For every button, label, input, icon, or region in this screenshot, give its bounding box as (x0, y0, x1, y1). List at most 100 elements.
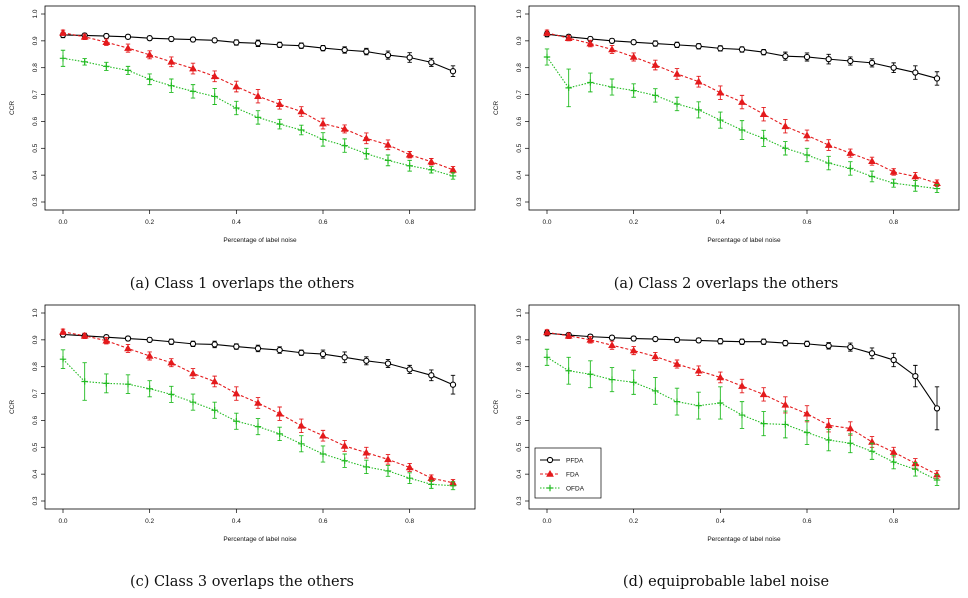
data-point (210, 72, 219, 80)
y-tick-label: 0.4 (32, 469, 39, 478)
data-point (406, 54, 413, 61)
data-point (587, 371, 594, 378)
data-point (652, 40, 659, 47)
data-point (738, 382, 746, 389)
data-point (232, 389, 241, 397)
x-axis-label: Percentage of label noise (223, 536, 297, 543)
data-point (803, 429, 811, 436)
data-point (738, 98, 746, 105)
plot-frame (528, 304, 960, 510)
data-point (933, 75, 941, 82)
data-point (781, 122, 790, 130)
y-tick-label: 0.9 (516, 36, 523, 45)
data-point (276, 430, 283, 438)
data-point (933, 185, 941, 192)
data-point (449, 68, 457, 75)
data-point (81, 58, 88, 66)
data-point (145, 351, 154, 359)
legend-marker-pfda (546, 456, 554, 464)
data-point (564, 331, 573, 339)
y-tick-label: 0.6 (516, 117, 523, 126)
data-point (673, 336, 681, 344)
y-tick-label: 0.8 (516, 63, 523, 72)
chart-panel-class1: 0.3 0.4 0.5 0.6 0.7 0.8 0.9 1.0 0.0 0.2 0.4 0.6 0.8 P… (0, 0, 484, 299)
data-point (890, 180, 897, 187)
data-point (543, 53, 551, 61)
data-point (405, 150, 414, 158)
data-point (825, 436, 832, 444)
y-tick-label: 0.3 (32, 496, 39, 505)
series-pfda (543, 30, 941, 86)
y-tick-label: 0.8 (32, 362, 39, 371)
data-point (630, 87, 637, 94)
data-point (825, 342, 832, 349)
data-point (405, 463, 414, 471)
y-tick-label: 0.6 (32, 117, 39, 126)
data-point (846, 149, 855, 156)
data-point (803, 53, 811, 61)
series-ofda (59, 49, 457, 180)
x-tick-label: 0.4 (716, 219, 725, 226)
caption-class3: (c) Class 3 overlaps the others (130, 574, 354, 590)
data-point (890, 356, 897, 364)
data-point (803, 151, 811, 159)
data-point (189, 88, 197, 95)
x-axis-label: Percentage of label noise (223, 237, 297, 244)
data-point (124, 33, 132, 40)
y-tick-label: 0.4 (516, 170, 523, 179)
series-line-pfda (546, 33, 938, 79)
data-point (782, 145, 789, 152)
data-point (449, 165, 457, 173)
plot-frame (44, 304, 476, 510)
data-point (890, 458, 897, 466)
x-axis-label: Percentage of label noise (707, 536, 781, 543)
y-tick-label: 0.6 (32, 416, 39, 425)
data-point (384, 51, 392, 59)
data-point (933, 476, 941, 484)
data-point (254, 423, 262, 430)
data-point (103, 380, 110, 387)
legend-marker-ofda (546, 484, 554, 492)
data-point (298, 440, 305, 447)
data-point (59, 55, 67, 62)
data-point (146, 336, 153, 344)
data-point (717, 116, 724, 124)
y-tick-label: 0.8 (516, 362, 523, 371)
data-point (341, 46, 348, 54)
x-axis-label: Percentage of label noise (707, 237, 781, 244)
data-point (189, 64, 197, 72)
data-point (543, 328, 551, 336)
series-pfda (543, 329, 941, 431)
data-point (189, 369, 197, 377)
y-tick-label: 0.5 (32, 442, 39, 451)
data-point (124, 335, 132, 342)
data-point (824, 421, 833, 429)
data-point (630, 379, 637, 386)
data-point (124, 44, 132, 51)
data-point (652, 92, 659, 99)
data-point (189, 398, 197, 406)
y-tick-label: 0.4 (516, 469, 523, 478)
data-point (384, 455, 392, 463)
data-point (759, 110, 768, 117)
data-point (363, 357, 370, 364)
data-point (103, 63, 110, 70)
data-point (428, 59, 435, 66)
data-point (608, 37, 616, 45)
data-point (565, 367, 572, 374)
data-point (167, 358, 176, 366)
data-point (232, 82, 241, 90)
data-point (254, 40, 262, 47)
data-point (211, 93, 218, 100)
data-point (673, 398, 681, 405)
chart-panel-class3: 0.3 0.4 0.5 0.6 0.7 0.8 0.9 1.0 0.0 0.2 0.4 0.6 0.8 P… (0, 299, 484, 598)
series-fda (59, 28, 457, 174)
y-tick-label: 0.5 (516, 442, 523, 451)
data-point (782, 339, 789, 347)
chart-class3: 0.3 0.4 0.5 0.6 0.7 0.8 0.9 1.0 0.0 0.2 0.4 0.6 0.8 P… (9, 304, 476, 543)
data-point (803, 409, 811, 417)
data-point (846, 424, 855, 432)
data-point (449, 381, 457, 388)
y-tick-label: 0.9 (516, 335, 523, 344)
data-point (298, 349, 305, 356)
